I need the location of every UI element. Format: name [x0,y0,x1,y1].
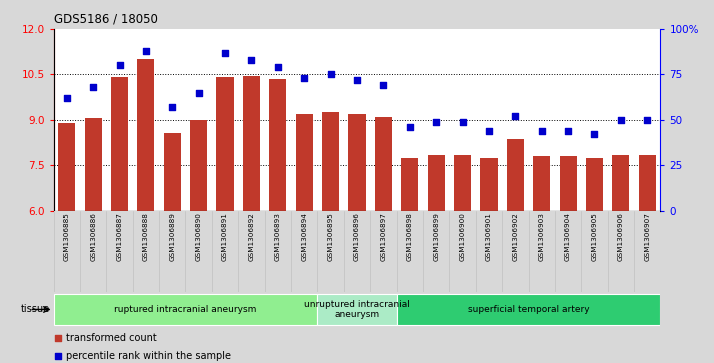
Bar [190,120,207,211]
Point [563,128,574,134]
Bar [348,114,366,211]
Text: GSM1306889: GSM1306889 [169,212,176,261]
Point [140,48,151,54]
Point [193,90,204,95]
Text: GSM1306891: GSM1306891 [222,212,228,261]
Point [642,117,653,123]
Bar [560,156,577,211]
Bar [84,118,101,211]
Bar [243,76,260,211]
Text: GSM1306902: GSM1306902 [513,212,518,261]
Text: GSM1306895: GSM1306895 [328,212,333,261]
Bar [375,117,392,211]
Bar [454,155,471,211]
Text: superficial temporal artery: superficial temporal artery [468,305,589,314]
Point [246,57,257,63]
Text: GSM1306903: GSM1306903 [538,212,545,261]
Bar [639,155,656,211]
Bar [428,155,445,211]
Text: unruptured intracranial
aneurysm: unruptured intracranial aneurysm [304,300,410,319]
Text: tissue: tissue [21,305,50,314]
Bar [269,79,286,211]
Point [615,117,627,123]
Point [404,124,416,130]
Point [351,77,363,83]
Bar [164,134,181,211]
Text: GSM1306897: GSM1306897 [381,212,386,261]
Text: ruptured intracranial aneurysm: ruptured intracranial aneurysm [114,305,256,314]
Point [483,128,495,134]
Bar [54,294,318,325]
Text: GSM1306894: GSM1306894 [301,212,307,261]
Text: GSM1306892: GSM1306892 [248,212,254,261]
Text: percentile rank within the sample: percentile rank within the sample [66,351,231,361]
Bar [396,294,660,325]
Text: GSM1306896: GSM1306896 [354,212,360,261]
Point [241,111,252,117]
Point [378,82,389,88]
Text: GSM1306886: GSM1306886 [90,212,96,261]
Text: GSM1306900: GSM1306900 [460,212,466,261]
Text: GSM1306904: GSM1306904 [565,212,571,261]
Point [510,113,521,119]
Point [536,128,548,134]
Bar [296,114,313,211]
Point [166,104,178,110]
Text: GSM1306887: GSM1306887 [116,212,123,261]
Text: GSM1306899: GSM1306899 [433,212,439,261]
Point [241,276,252,282]
Text: GSM1306898: GSM1306898 [407,212,413,261]
Bar [322,112,339,211]
Bar [318,294,396,325]
Point [298,75,310,81]
Text: transformed count: transformed count [66,333,156,343]
Point [325,72,336,77]
Text: GSM1306888: GSM1306888 [143,212,149,261]
Text: GSM1306906: GSM1306906 [618,212,624,261]
Point [219,50,231,56]
Point [61,95,72,101]
Point [431,119,442,125]
Point [457,119,468,125]
Bar [507,139,524,211]
Bar [613,155,630,211]
Bar [401,158,418,211]
Text: GSM1306907: GSM1306907 [644,212,650,261]
Point [272,64,283,70]
Text: GSM1306905: GSM1306905 [591,212,598,261]
Point [589,131,600,137]
Bar [137,59,154,211]
Point [114,62,125,68]
Bar [58,123,75,211]
Bar [533,156,550,211]
Text: GSM1306893: GSM1306893 [275,212,281,261]
Text: GDS5186 / 18050: GDS5186 / 18050 [54,12,157,25]
Point [87,84,99,90]
Text: GSM1306901: GSM1306901 [486,212,492,261]
Bar [216,77,233,211]
Text: GSM1306885: GSM1306885 [64,212,70,261]
Bar [586,158,603,211]
Bar [111,77,128,211]
Bar [481,158,498,211]
Text: GSM1306890: GSM1306890 [196,212,201,261]
